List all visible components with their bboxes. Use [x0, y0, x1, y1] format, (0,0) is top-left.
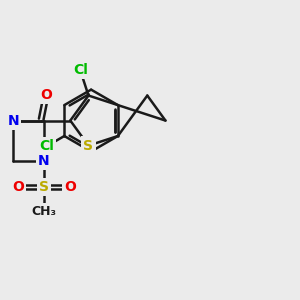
Text: Cl: Cl	[73, 63, 88, 77]
Text: CH₃: CH₃	[32, 205, 56, 218]
Text: N: N	[38, 154, 50, 168]
Text: S: S	[39, 180, 49, 194]
Text: O: O	[40, 88, 52, 102]
Text: S: S	[83, 139, 94, 153]
Text: N: N	[7, 114, 19, 128]
Text: O: O	[12, 180, 24, 194]
Text: Cl: Cl	[39, 139, 54, 153]
Text: O: O	[64, 180, 76, 194]
